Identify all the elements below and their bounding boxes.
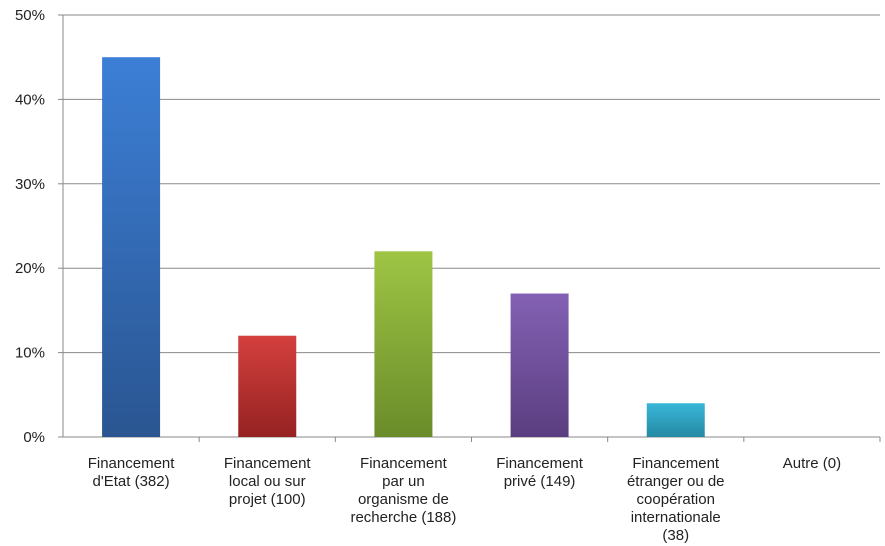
y-tick-label: 10%	[15, 345, 45, 362]
bar	[646, 403, 705, 437]
y-tick-label: 30%	[15, 176, 45, 193]
bar	[238, 335, 297, 437]
category-label: Financement local ou sur projet (100)	[224, 455, 312, 508]
y-tick-label: 40%	[15, 91, 45, 108]
bar	[102, 57, 161, 437]
bar	[510, 293, 569, 437]
category-label: Financement d'Etat (382)	[88, 455, 176, 490]
category-label: Financement par un organisme de recherche (…	[350, 455, 456, 526]
y-tick-label: 20%	[15, 260, 45, 277]
y-tick-label: 50%	[15, 7, 45, 24]
y-tick-label: 0%	[23, 429, 45, 446]
category-label: Financement étranger ou de coopération inte…	[627, 455, 725, 544]
category-label: Financement privé (149)	[496, 455, 584, 490]
category-label: Autre (0)	[783, 455, 841, 472]
bar	[374, 251, 433, 437]
